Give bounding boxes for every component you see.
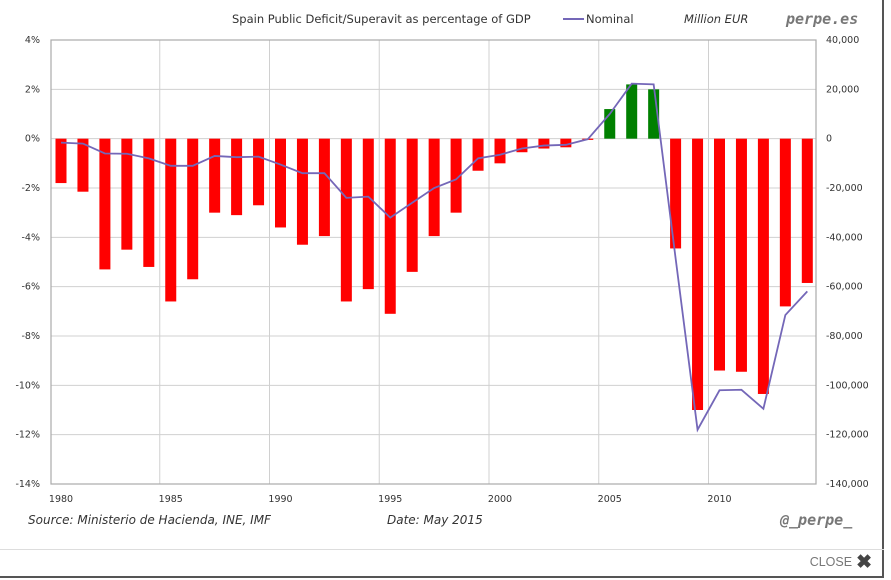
bar-2010 xyxy=(714,138,725,371)
x-tick-label: 1995 xyxy=(378,494,402,505)
left-tick-label: 0% xyxy=(25,134,40,145)
bar-2009 xyxy=(692,138,704,410)
bar-2012 xyxy=(757,138,769,394)
bar-1984 xyxy=(143,138,155,267)
right-tick-label: 0 xyxy=(826,134,832,145)
right-tick-label: 40,000 xyxy=(826,35,859,46)
right-tick-label: -80,000 xyxy=(826,331,863,342)
bar-1981 xyxy=(77,138,89,192)
bars xyxy=(55,84,813,410)
x-axis-ticks: 1980 1985 1990 1995 2000 2005 2010 xyxy=(49,494,732,505)
chart: 4% 2% 0% -2% -4% -6% -8% -10% -12% -14% 40,000 20,… xyxy=(15,10,869,529)
x-tick-label: 1980 xyxy=(49,494,73,505)
left-tick-label: 2% xyxy=(25,84,40,95)
bar-1983 xyxy=(121,138,133,250)
bar-1999 xyxy=(472,138,484,171)
right-tick-label: -40,000 xyxy=(826,232,863,243)
left-tick-label: 4% xyxy=(25,35,40,46)
source-note: Source: Ministerio de Hacienda, INE, IMF xyxy=(28,513,272,527)
x-tick-label: 2005 xyxy=(598,494,622,505)
bar-1995 xyxy=(384,138,396,314)
right-tick-label: -140,000 xyxy=(826,479,869,490)
nominal-line xyxy=(60,82,808,433)
bar-2001 xyxy=(516,138,528,153)
left-tick-label: -10% xyxy=(15,380,40,391)
left-tick-label: -2% xyxy=(22,183,41,194)
bar-1988 xyxy=(231,138,243,216)
bar-1980 xyxy=(55,138,67,184)
x-tick-label: 2010 xyxy=(707,494,731,505)
bar-1990 xyxy=(275,138,286,228)
left-tick-label: -4% xyxy=(22,232,41,243)
right-tick-label: 20,000 xyxy=(826,84,859,95)
bar-1996 xyxy=(406,138,418,272)
bar-1998 xyxy=(450,138,462,213)
close-label: CLOSE xyxy=(809,555,853,569)
x-tick-label: 2000 xyxy=(488,494,512,505)
author-handle: @_perpe_ xyxy=(779,511,853,529)
close-icon: ✖ xyxy=(856,551,872,573)
bar-1989 xyxy=(253,138,265,206)
right-axis-unit: Million EUR xyxy=(684,12,748,26)
bar-2007 xyxy=(648,89,660,139)
bar-1982 xyxy=(99,138,111,270)
x-tick-label: 1985 xyxy=(159,494,183,505)
brand-logo: perpe.es xyxy=(785,10,858,28)
right-tick-label: -120,000 xyxy=(826,430,869,441)
left-tick-label: -12% xyxy=(15,430,40,441)
plot-area xyxy=(50,39,817,485)
right-axis-ticks: 40,000 20,000 0 -20,000 -40,000 -60,000 -80,00… xyxy=(826,35,869,490)
bar-2005 xyxy=(604,109,616,139)
right-tick-label: -100,000 xyxy=(826,380,869,391)
bar-1985 xyxy=(165,138,177,302)
bar-1993 xyxy=(340,138,352,302)
left-axis-ticks: 4% 2% 0% -2% -4% -6% -8% -10% -12% -14% xyxy=(15,35,40,490)
right-tick-label: -20,000 xyxy=(826,183,863,194)
bar-2006 xyxy=(626,84,638,139)
left-tick-label: -14% xyxy=(15,479,40,490)
date-note: Date: May 2015 xyxy=(387,513,483,527)
x-tick-label: 1990 xyxy=(268,494,292,505)
bar-2000 xyxy=(494,138,506,164)
bar-1991 xyxy=(296,138,308,245)
bar-1994 xyxy=(362,138,374,290)
close-button[interactable]: CLOSE ✖ xyxy=(810,551,872,573)
left-tick-label: -6% xyxy=(22,282,41,293)
bar-2002 xyxy=(538,138,550,149)
divider xyxy=(0,549,884,550)
left-tick-label: -8% xyxy=(22,331,41,342)
bar-2003 xyxy=(560,138,572,148)
right-tick-label: -60,000 xyxy=(826,282,863,293)
legend-nominal-label: Nominal xyxy=(586,12,634,26)
chart-title: Spain Public Deficit/Superavit as percen… xyxy=(232,12,531,26)
bar-2014 xyxy=(801,138,813,283)
bar-1986 xyxy=(187,138,199,280)
bar-1987 xyxy=(209,138,221,213)
bar-2011 xyxy=(735,138,747,372)
bar-1992 xyxy=(318,138,330,237)
bar-2013 xyxy=(779,138,791,307)
bar-2008 xyxy=(670,138,682,249)
